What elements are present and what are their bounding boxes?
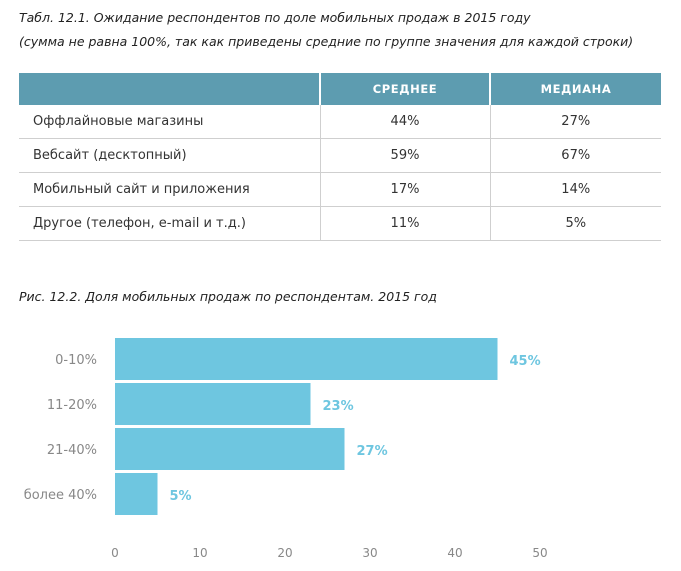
category-label: 11-20% xyxy=(47,398,97,413)
category-label: 21-40% xyxy=(47,443,97,458)
row-label: Оффлайновые магазины xyxy=(19,105,320,139)
x-tick-label: 40 xyxy=(447,546,462,560)
header-cell-median: МЕДИАНА xyxy=(490,73,661,105)
x-tick-label: 10 xyxy=(192,546,207,560)
data-table: СРЕДНЕЕ МЕДИАНА Оффлайновые магазины 44%… xyxy=(19,73,661,241)
table-subcaption: (сумма не равна 100%, так как приведены … xyxy=(19,34,634,49)
row-median: 67% xyxy=(489,138,661,173)
row-mean: 17% xyxy=(319,172,490,207)
category-label: 0-10% xyxy=(55,353,97,368)
header-cell-mean: СРЕДНЕЕ xyxy=(320,73,491,105)
data-label: 45% xyxy=(510,354,541,369)
table-row: Оффлайновые магазины 44% 27% xyxy=(19,105,661,139)
table-row: Вебсайт (десктопный) 59% 67% xyxy=(19,138,661,173)
table-row: Другое (телефон, e-mail и т.д.) 11% 5% xyxy=(19,206,661,241)
row-mean: 11% xyxy=(319,206,490,241)
row-mean: 59% xyxy=(319,138,490,173)
row-label: Вебсайт (десктопный) xyxy=(19,138,320,173)
table-row: Мобильный сайт и приложения 17% 14% xyxy=(19,172,661,207)
bar xyxy=(115,338,498,380)
x-tick-label: 0 xyxy=(111,546,119,560)
x-tick-label: 30 xyxy=(362,546,377,560)
bar xyxy=(115,383,311,425)
bar-chart: 0-10% 45% 11-20% 23% 21-40% 27% более 40% 5% 0 10… xyxy=(24,338,548,560)
table-caption: Табл. 12.1. Ожидание респондентов по дол… xyxy=(19,10,531,25)
row-median: 27% xyxy=(489,105,661,139)
table-header-row: СРЕДНЕЕ МЕДИАНА xyxy=(19,73,661,105)
data-label: 23% xyxy=(323,399,354,414)
data-label: 5% xyxy=(170,489,192,504)
chart-title: Рис. 12.2. Доля мобильных продаж по респ… xyxy=(19,289,437,304)
row-label: Мобильный сайт и приложения xyxy=(19,172,320,207)
x-tick-label: 20 xyxy=(277,546,292,560)
header-cell-label xyxy=(19,73,321,105)
bar xyxy=(115,473,158,515)
row-median: 5% xyxy=(489,206,661,241)
x-tick-label: 50 xyxy=(532,546,547,560)
row-label: Другое (телефон, e-mail и т.д.) xyxy=(19,206,320,241)
row-median: 14% xyxy=(489,172,661,207)
category-label: более 40% xyxy=(24,488,97,503)
row-mean: 44% xyxy=(319,105,490,139)
data-label: 27% xyxy=(357,444,388,459)
bar xyxy=(115,428,345,470)
